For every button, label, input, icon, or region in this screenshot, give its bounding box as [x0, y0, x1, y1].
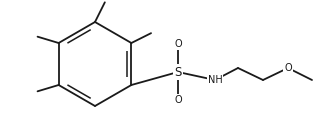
- Text: O: O: [174, 95, 182, 105]
- Text: O: O: [284, 63, 292, 73]
- Text: S: S: [174, 66, 182, 78]
- Text: NH: NH: [208, 75, 222, 85]
- Text: O: O: [174, 39, 182, 49]
